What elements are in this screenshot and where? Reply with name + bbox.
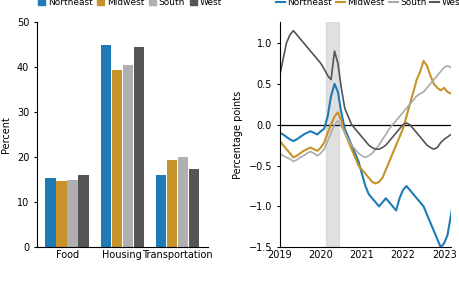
Y-axis label: Percent: Percent (1, 116, 11, 153)
Bar (101, 45, 111, 247)
Bar (56, 181, 67, 247)
Bar (67, 180, 78, 247)
Legend: Northeast, Midwest, South, West: Northeast, Midwest, South, West (275, 0, 459, 7)
Bar (178, 157, 188, 247)
Legend: Northeast, Midwest, South, West: Northeast, Midwest, South, West (38, 0, 221, 7)
Bar (45, 178, 56, 247)
Bar (134, 47, 144, 247)
Bar (112, 70, 122, 247)
Bar (189, 169, 199, 247)
Bar (167, 160, 177, 247)
Bar (78, 175, 89, 247)
Bar (156, 175, 166, 247)
Bar (325, 22, 339, 247)
Bar (123, 65, 133, 247)
Y-axis label: Percentage points: Percentage points (233, 91, 242, 179)
